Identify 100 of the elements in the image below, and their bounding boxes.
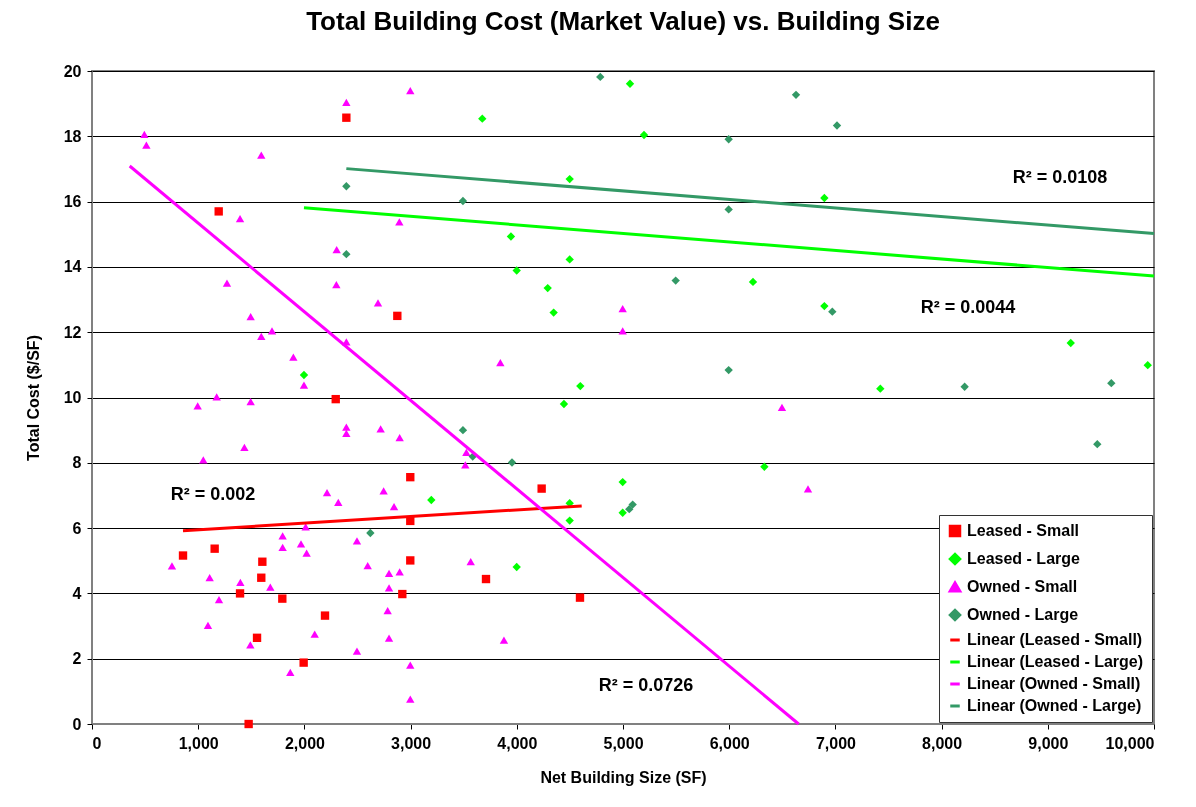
y-axis-title: Total Cost ($/SF) [24,335,42,461]
point [506,232,516,241]
point [565,516,574,525]
point [618,477,627,487]
point [320,611,330,620]
point [1107,378,1116,388]
point [342,113,351,122]
annotation: R² = 0.0044 [920,297,1016,317]
point [565,255,574,264]
point [512,562,521,572]
point [258,557,267,566]
point [748,277,758,287]
point [760,462,769,471]
y-tick-label: 10 [63,389,82,406]
point [235,589,245,598]
point [639,130,649,140]
point [342,249,351,259]
point [575,593,585,602]
legend-label: Leased - Small [967,522,1080,539]
point [393,311,402,321]
point [478,114,487,123]
point [507,458,517,467]
x-tick-label: 8,000 [922,734,963,752]
point [876,384,885,393]
y-tick-label: 18 [63,127,82,145]
point [625,504,634,514]
point [820,193,829,203]
point [331,394,340,404]
point [481,574,491,584]
legend-label: Linear (Owned - Small) [967,675,1141,692]
y-tick-label: 0 [72,715,82,733]
point [576,381,585,391]
x-tick-label: 10,000 [1105,734,1155,752]
point [618,508,627,517]
x-axis-title: Net Building Size (SF) [540,768,707,786]
y-tick-label: 6 [72,519,82,537]
y-tick-label: 20 [63,62,82,80]
point [512,266,521,275]
legend-label: Leased - Large [967,550,1081,567]
point [366,528,375,538]
legend-label: Owned - Large [967,606,1079,623]
point [252,633,262,642]
point [820,301,829,311]
point [791,90,801,100]
point [406,472,415,482]
point [299,370,309,380]
point [549,308,558,317]
point [427,495,436,505]
legend-label: Linear (Owned - Large) [967,697,1142,714]
point [537,484,546,493]
legend-label: Linear (Leased - Small) [967,631,1143,648]
point [278,594,287,603]
point [210,544,219,553]
point [724,135,733,144]
y-tick-label: 2 [72,650,82,668]
point [244,719,253,729]
point [671,276,680,285]
point [1066,338,1075,348]
chart-title: Total Building Cost (Market Value) vs. Building Size [306,6,940,36]
point [828,307,837,316]
x-tick-label: 3,000 [391,734,432,752]
point [724,205,733,214]
y-tick-label: 8 [72,454,82,472]
point [178,551,188,560]
point [257,573,266,582]
y-tick-label: 4 [72,584,82,602]
point [458,425,468,435]
point [299,658,308,667]
point [458,196,468,206]
point [214,207,223,216]
x-tick-label: 1,000 [178,734,219,752]
point [832,121,842,130]
y-tick-label: 12 [63,323,82,341]
point [406,556,415,565]
point [543,283,552,293]
point [342,182,351,191]
point [565,174,574,184]
annotation: R² = 0.0108 [1012,167,1108,187]
point [625,79,635,88]
x-tick-label: 0 [92,734,102,752]
x-tick-label: 4,000 [497,734,538,752]
point [559,399,569,409]
point [724,365,733,375]
point [1143,360,1152,370]
x-tick-label: 7,000 [815,734,857,752]
annotation: R² = 0.0726 [598,675,694,695]
x-tick-label: 2,000 [284,734,326,752]
x-tick-label: 6,000 [709,734,750,752]
point [596,72,605,82]
y-tick-label: 16 [63,193,82,211]
x-tick-label: 5,000 [603,734,644,752]
point [960,382,969,391]
annotation: R² = 0.002 [170,484,256,504]
point [628,500,637,509]
legend-label: Linear (Leased - Large) [967,653,1144,670]
x-tick-label: 9,000 [1028,734,1069,752]
y-tick-label: 14 [63,258,82,276]
point [1093,440,1102,449]
point [398,589,407,599]
legend-label: Owned - Small [967,578,1078,595]
